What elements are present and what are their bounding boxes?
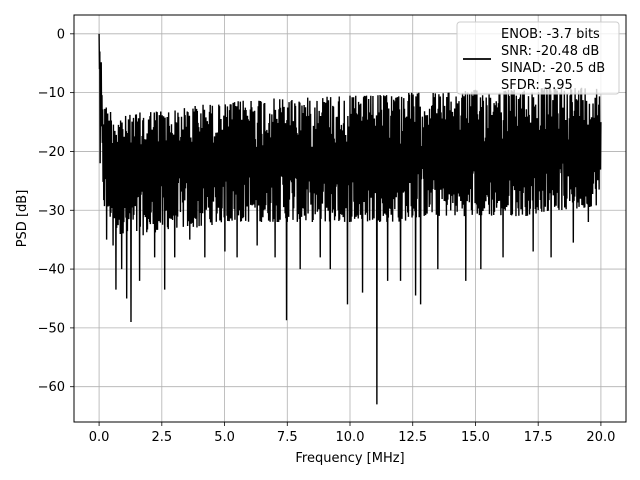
x-tick-label: 12.5 xyxy=(398,430,427,445)
y-tick-label: −50 xyxy=(38,321,65,336)
x-tick-label: 0.0 xyxy=(89,430,110,445)
x-tick-label: 15.0 xyxy=(461,430,490,445)
y-tick-label: −30 xyxy=(38,204,65,219)
x-axis-ticks: 0.0 2.5 5.0 7.5 10.0 12.5 15.0 17.5 20.0 xyxy=(89,422,615,445)
legend-entry-snr: SNR: -20.48 dB xyxy=(501,44,599,59)
y-axis-label: PSD [dB] xyxy=(15,190,30,248)
x-tick-label: 20.0 xyxy=(586,430,615,445)
legend-entry-sinad: SINAD: -20.5 dB xyxy=(501,61,605,76)
x-tick-label: 2.5 xyxy=(151,430,172,445)
x-axis-label: Frequency [MHz] xyxy=(295,451,404,466)
axes-frame xyxy=(73,14,627,423)
y-tick-label: −20 xyxy=(38,145,65,160)
x-tick-label: 7.5 xyxy=(277,430,298,445)
y-tick-label: −60 xyxy=(38,380,65,395)
x-tick-label: 10.0 xyxy=(336,430,365,445)
y-axis-ticks: 0 −10 −20 −30 −40 −50 −60 xyxy=(38,27,74,395)
legend: ENOB: -3.7 bits SNR: -20.48 dB SINAD: -2… xyxy=(456,21,620,95)
x-tick-label: 17.5 xyxy=(524,430,553,445)
y-tick-label: −40 xyxy=(38,263,65,278)
x-tick-label: 5.0 xyxy=(214,430,235,445)
series-layer xyxy=(98,33,602,405)
legend-entry-sfdr: SFDR: 5.95 xyxy=(501,78,573,93)
psd-trace xyxy=(98,33,602,405)
legend-entry-enob: ENOB: -3.7 bits xyxy=(501,27,600,42)
y-tick-label: 0 xyxy=(57,27,65,42)
y-tick-label: −10 xyxy=(38,86,65,101)
legend-box xyxy=(456,21,620,95)
